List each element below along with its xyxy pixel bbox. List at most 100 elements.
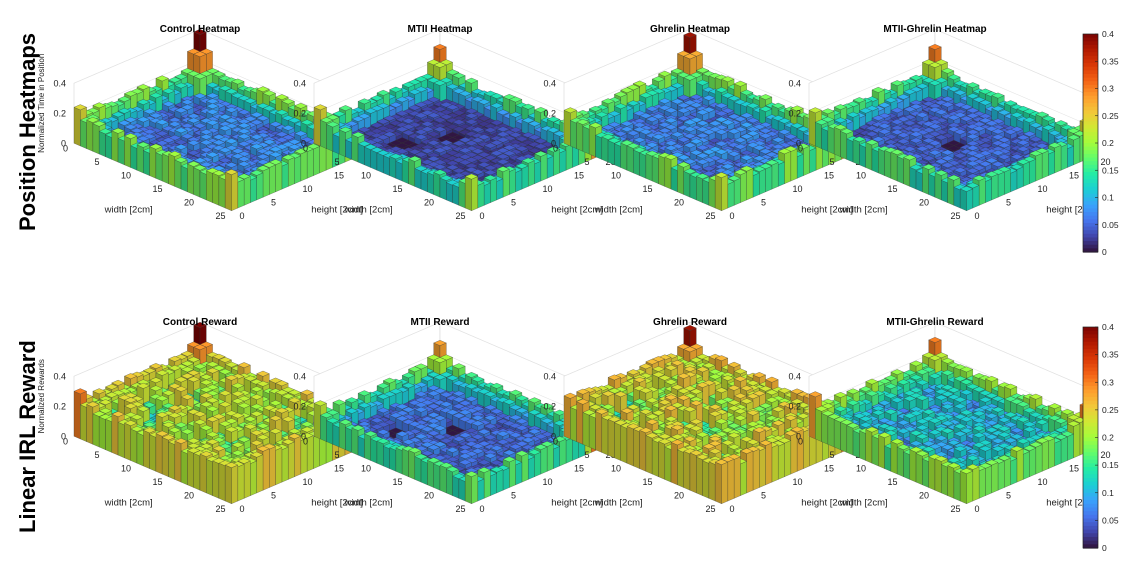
subplot-3: MTII-Ghrelin Heatmap 0 0.2 0.4 0 5 10 15 20 25 wid…	[788, 24, 1110, 221]
z-tick-label: 0.2	[293, 401, 306, 411]
x-axis-label: width [2cm]	[839, 204, 888, 215]
colorbar-tick-label: 0.25	[1102, 111, 1119, 121]
bar-cell	[959, 468, 974, 504]
colorbar-segment	[1083, 536, 1098, 542]
colorbar-tick-label: 0.4	[1102, 322, 1114, 332]
x-tick-label: 10	[856, 463, 866, 473]
colorbar-segment	[1083, 459, 1098, 464]
colorbar-tick-label: 0.2	[1102, 138, 1114, 148]
y-tick-label: 5	[761, 490, 766, 500]
x-tick-label: 10	[856, 170, 866, 180]
z-tick-label: 0.4	[293, 78, 306, 88]
colorbar-segment	[1083, 70, 1098, 75]
colorbar-segment	[1083, 164, 1098, 170]
colorbar-tick-label: 0.3	[1102, 84, 1114, 94]
colorbar-segment	[1083, 448, 1098, 453]
colorbar-segment	[1083, 153, 1098, 159]
y-tick-label: 5	[271, 197, 276, 207]
colorbar-segment	[1083, 533, 1098, 538]
colorbar-segment	[1083, 360, 1098, 365]
x-tick-label: 10	[121, 463, 131, 473]
y-tick-label: 15	[574, 170, 584, 180]
y-tick-label: 20	[1101, 450, 1111, 460]
colorbar-segment	[1083, 522, 1098, 527]
y-tick-label: 0	[480, 504, 485, 514]
x-tick-label: 0	[303, 436, 308, 446]
colorbar-segment	[1083, 113, 1098, 119]
x-tick-label: 20	[919, 197, 929, 207]
subplot-title: Ghrelin Reward	[653, 317, 727, 328]
x-tick-label: 20	[424, 197, 434, 207]
x-tick-label: 15	[392, 477, 402, 487]
z-tick-label: 0.4	[293, 371, 306, 381]
colorbar-segment	[1083, 143, 1098, 148]
colorbar-tick-label: 0.2	[1102, 433, 1114, 443]
colorbar-segment	[1083, 338, 1098, 343]
colorbar-segment	[1083, 55, 1098, 61]
colorbar-segment	[1083, 212, 1098, 217]
y-tick-label: 15	[824, 170, 834, 180]
colorbar-segment	[1083, 135, 1098, 140]
colorbar-tick-label: 0.25	[1102, 405, 1119, 415]
z-tick-label: 0.4	[53, 371, 66, 381]
colorbar-segment	[1083, 367, 1098, 372]
x-tick-label: 5	[334, 157, 339, 167]
x-tick-label: 20	[424, 490, 434, 500]
colorbar-segment	[1083, 59, 1098, 64]
colorbar-segment	[1083, 415, 1098, 420]
z-tick-label: 0.2	[53, 401, 66, 411]
subplot-title: Control Heatmap	[160, 24, 241, 35]
x-axis-label: width [2cm]	[104, 497, 153, 508]
x-tick-label: 0	[798, 436, 803, 446]
y-tick-label: 5	[511, 490, 516, 500]
x-tick-label: 0	[553, 436, 558, 446]
y-tick-label: 5	[511, 197, 516, 207]
y-tick-label: 0	[240, 504, 245, 514]
colorbar-segment	[1083, 215, 1098, 220]
colorbar-segment	[1083, 230, 1098, 235]
colorbar-segment	[1083, 389, 1098, 394]
subplot-title: MTII-Ghrelin Reward	[886, 317, 983, 328]
colorbar-segment	[1083, 244, 1098, 249]
subplot-title: MTII-Ghrelin Heatmap	[883, 24, 986, 35]
x-tick-label: 5	[334, 450, 339, 460]
colorbar-segment	[1083, 241, 1098, 246]
colorbar-segment	[1083, 37, 1098, 42]
x-axis-label: width [2cm]	[839, 497, 888, 508]
colorbar-segment	[1083, 437, 1098, 442]
colorbar-tick-label: 0.1	[1102, 488, 1114, 498]
x-tick-label: 25	[455, 211, 465, 221]
colorbar-segment	[1083, 146, 1098, 151]
colorbar-segment	[1083, 374, 1098, 380]
colorbar-segment	[1083, 182, 1098, 188]
colorbar-segment	[1083, 157, 1098, 162]
colorbar-segment	[1083, 345, 1098, 350]
y-tick-label: 0	[240, 211, 245, 221]
colorbar-segment	[1083, 452, 1098, 457]
x-tick-label: 15	[887, 477, 897, 487]
colorbar-segment	[1083, 422, 1098, 428]
colorbar-segment	[1083, 400, 1098, 405]
x-tick-label: 10	[361, 170, 371, 180]
colorbar-segment	[1083, 430, 1098, 435]
x-axis-label: width [2cm]	[594, 204, 643, 215]
y-tick-label: 0	[730, 211, 735, 221]
x-tick-label: 15	[152, 477, 162, 487]
x-tick-label: 5	[829, 450, 834, 460]
colorbar-segment	[1083, 226, 1098, 231]
x-tick-label: 15	[152, 184, 162, 194]
subplot-title: Control Reward	[163, 317, 237, 328]
colorbar-segment	[1083, 492, 1098, 498]
z-tick-label: 0.2	[788, 108, 801, 118]
colorbar-tick-label: 0.3	[1102, 377, 1114, 387]
colorbar-1: 0.4 0.35 0.3 0.25 0.2 0.15 0.1 0.05 0	[1082, 322, 1119, 553]
x-tick-label: 20	[674, 490, 684, 500]
colorbar-segment	[1083, 525, 1098, 531]
colorbar-segment	[1083, 233, 1098, 239]
colorbar-segment	[1083, 190, 1098, 195]
x-tick-label: 15	[392, 184, 402, 194]
colorbar-segment	[1083, 106, 1098, 111]
subplot-7: MTII-Ghrelin Reward 0 0.2 0.4 0 5 10 15 20 25 widt…	[788, 317, 1110, 514]
y-tick-label: 15	[1069, 170, 1079, 180]
